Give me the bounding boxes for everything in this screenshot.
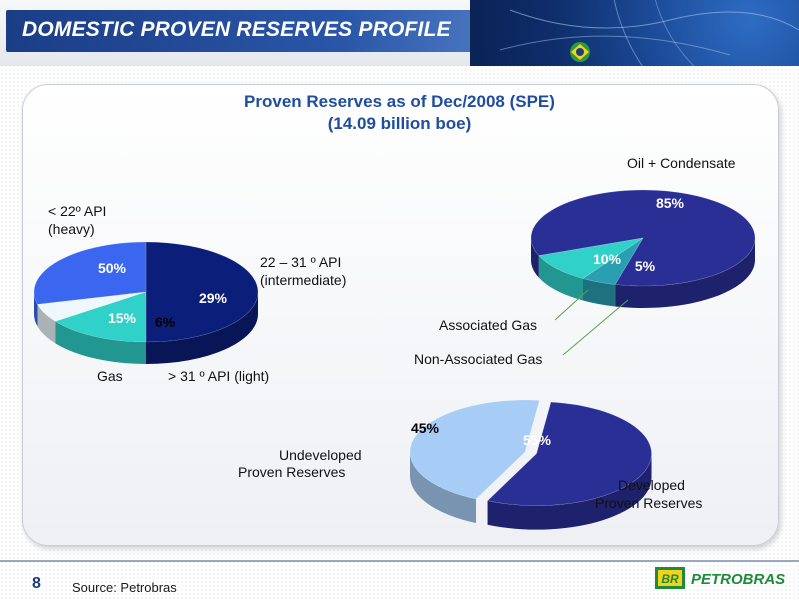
slice-fluid-1 bbox=[538, 237, 644, 279]
source-note: Source: Petrobras bbox=[72, 580, 177, 595]
slice-fluid-2 bbox=[582, 237, 644, 285]
value-label-development-1: 45% bbox=[411, 420, 440, 436]
pie-development-tops bbox=[409, 399, 652, 506]
globe-image bbox=[470, 0, 799, 66]
leader-line-1 bbox=[562, 299, 629, 356]
slice-api-3 bbox=[54, 291, 147, 343]
value-label-api-1: 29% bbox=[199, 290, 228, 306]
slice-api-2 bbox=[37, 291, 147, 322]
slice-side-fluid-1 bbox=[538, 255, 583, 301]
header-band: DOMESTIC PROVEN RESERVES PROFILE bbox=[0, 0, 799, 66]
logo-text: PETROBRAS bbox=[691, 571, 785, 588]
label-developed-line1: Developed bbox=[618, 477, 685, 493]
pie-api-sides bbox=[34, 292, 258, 364]
slice-side-development-0 bbox=[487, 453, 652, 530]
slice-side-fluid-2 bbox=[582, 278, 616, 307]
label-heavy-line1: < 22º API bbox=[48, 203, 107, 219]
globe-graphic bbox=[499, 0, 799, 66]
value-label-fluid-0: 85% bbox=[656, 195, 685, 211]
label-non-associated-gas: Non-Associated Gas bbox=[414, 351, 543, 367]
slice-side-api-3 bbox=[55, 321, 147, 364]
slice-side-fluid-0 bbox=[615, 238, 755, 308]
slice-side-api-1 bbox=[34, 292, 38, 327]
slice-development-1 bbox=[409, 399, 540, 500]
pie-fluid: 85% 10% 5% bbox=[530, 189, 756, 308]
footer-divider bbox=[0, 560, 799, 562]
slice-side-development-1 bbox=[410, 452, 477, 524]
slice-api-0 bbox=[145, 241, 259, 343]
value-label-api-2: 6% bbox=[155, 314, 176, 330]
value-label-api-3: 15% bbox=[108, 310, 137, 326]
slice-api-1 bbox=[33, 241, 147, 305]
chart-title-line1: Proven Reserves as of Dec/2008 (SPE) bbox=[244, 92, 555, 111]
label-light: > 31 º API (light) bbox=[168, 368, 270, 384]
slice-side-fluid-0 bbox=[531, 238, 539, 278]
pie-fluid-sides bbox=[531, 238, 755, 308]
logo-mark: BR bbox=[661, 572, 679, 586]
label-undeveloped-line1: Undeveloped bbox=[279, 447, 362, 463]
label-intermediate-line1: 22 – 31 º API bbox=[260, 254, 342, 270]
label-undeveloped-line2: Proven Reserves bbox=[238, 464, 346, 480]
slice-side-api-2 bbox=[37, 304, 56, 344]
value-label-development-0: 55% bbox=[523, 432, 552, 448]
label-intermediate-line2: (intermediate) bbox=[260, 272, 347, 288]
label-developed-line2: Proven Reserves bbox=[595, 495, 703, 511]
pie-api: 50% 29% 6% 15% bbox=[33, 241, 259, 364]
page-number: 8 bbox=[32, 575, 41, 592]
value-label-fluid-1: 10% bbox=[593, 251, 622, 267]
page-title: DOMESTIC PROVEN RESERVES PROFILE bbox=[22, 18, 451, 41]
label-associated-gas: Associated Gas bbox=[439, 317, 538, 333]
pie-api-tops bbox=[33, 241, 259, 343]
leader-line-0 bbox=[554, 289, 589, 321]
label-oil-condensate: Oil + Condensate bbox=[627, 155, 736, 171]
slice-side-api-0 bbox=[146, 292, 258, 364]
petrobras-logo: BR PETROBRAS bbox=[655, 563, 795, 593]
value-label-api-0: 50% bbox=[98, 260, 127, 276]
slice-development-0 bbox=[486, 401, 652, 506]
label-gas: Gas bbox=[97, 368, 123, 384]
pie-development: 55% 45% bbox=[409, 399, 652, 530]
pie-development-sides bbox=[410, 452, 652, 530]
pie-fluid-tops bbox=[530, 189, 756, 287]
slice-fluid-0 bbox=[530, 189, 756, 287]
chart-title-line2: (14.09 billion boe) bbox=[327, 114, 472, 133]
title-bar: DOMESTIC PROVEN RESERVES PROFILE bbox=[6, 10, 486, 52]
value-label-fluid-2: 5% bbox=[635, 258, 656, 274]
label-heavy-line2: (heavy) bbox=[48, 221, 95, 237]
